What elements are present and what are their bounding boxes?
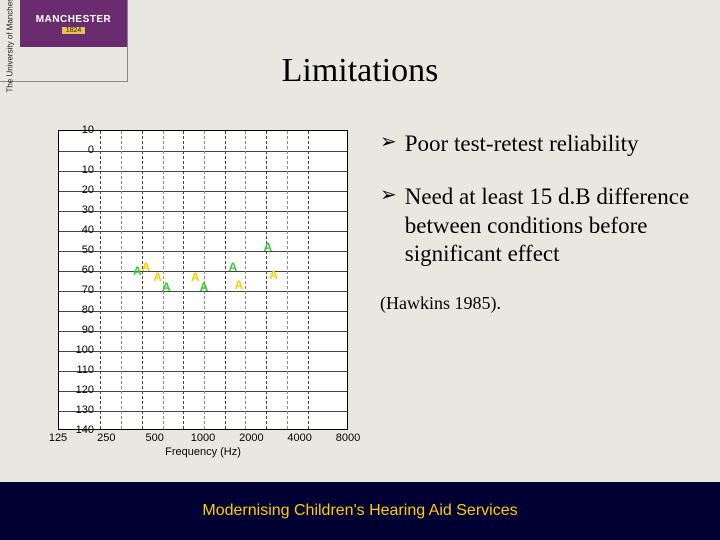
slide-title: Limitations — [0, 52, 720, 90]
grid-line-horizontal — [59, 171, 347, 172]
data-point-marker: A — [142, 260, 151, 274]
y-tick-label: 40 — [64, 224, 94, 236]
grid-line-vertical-major — [100, 131, 101, 429]
data-point-marker: A — [133, 264, 142, 278]
grid-line-vertical-major — [266, 131, 267, 429]
grid-line-horizontal — [59, 211, 347, 212]
data-point-marker: A — [191, 270, 200, 284]
grid-line-vertical-major — [225, 131, 226, 429]
grid-line-vertical-minor — [121, 131, 122, 429]
data-point-marker: A — [153, 270, 162, 284]
data-point-marker: A — [162, 280, 171, 294]
logo-year: 1824 — [62, 27, 86, 34]
x-tick-label: 125 — [49, 432, 67, 444]
y-tick-label: 20 — [64, 184, 94, 196]
x-tick-label: 1000 — [191, 432, 215, 444]
y-tick-label: 30 — [64, 204, 94, 216]
x-tick-label: 2000 — [239, 432, 263, 444]
footer-text: Modernising Children's Hearing Aid Servi… — [202, 502, 517, 520]
bullet-arrow-icon: ➢ — [380, 183, 397, 269]
data-point-marker: A — [229, 260, 238, 274]
y-tick-label: 80 — [64, 304, 94, 316]
logo-purple-block: MANCHESTER 1824 — [20, 0, 127, 47]
x-tick-label: 250 — [97, 432, 115, 444]
x-tick-label: 4000 — [287, 432, 311, 444]
y-tick-label: 60 — [64, 264, 94, 276]
y-tick-label: 10 — [64, 164, 94, 176]
data-point-marker: A — [200, 280, 209, 294]
grid-line-horizontal — [59, 231, 347, 232]
grid-line-horizontal — [59, 351, 347, 352]
grid-line-vertical-major — [142, 131, 143, 429]
bullet-row: ➢Need at least 15 d.B difference between… — [380, 183, 700, 269]
grid-line-horizontal — [59, 271, 347, 272]
data-point-marker: A — [234, 278, 243, 292]
grid-line-horizontal — [59, 411, 347, 412]
grid-line-vertical-minor — [245, 131, 246, 429]
y-tick-label: 120 — [64, 384, 94, 396]
y-tick-label: 10 — [64, 124, 94, 136]
grid-line-horizontal — [59, 191, 347, 192]
bullet-row: ➢ Poor test-retest reliability — [380, 130, 700, 159]
grid-line-horizontal — [59, 331, 347, 332]
slide: The University of Manchester MANCHESTER … — [0, 0, 720, 540]
y-tick-label: 140 — [64, 424, 94, 436]
audiogram-plot-area: AAAAAAAAAA — [58, 130, 348, 430]
grid-line-horizontal — [59, 391, 347, 392]
y-tick-label: 70 — [64, 284, 94, 296]
y-tick-label: 110 — [64, 364, 94, 376]
grid-line-horizontal — [59, 251, 347, 252]
bullet-arrow-icon: ➢ — [380, 130, 397, 159]
grid-line-vertical-major — [183, 131, 184, 429]
y-tick-label: 50 — [64, 244, 94, 256]
bullet-list: ➢Poor test-retest reliability➢Need at le… — [380, 130, 700, 314]
data-point-marker: A — [263, 240, 272, 254]
audiogram-chart: AAAAAAAAAA Frequency (Hz) 10010203040506… — [28, 130, 358, 460]
bullet-text: Need at least 15 d.B difference between … — [405, 183, 700, 269]
x-tick-label: 8000 — [336, 432, 360, 444]
footer-band: Modernising Children's Hearing Aid Servi… — [0, 482, 720, 540]
grid-line-horizontal — [59, 151, 347, 152]
y-tick-label: 100 — [64, 344, 94, 356]
logo-wordmark: MANCHESTER — [36, 14, 112, 25]
bullet-text: Poor test-retest reliability — [405, 130, 639, 159]
y-tick-label: 0 — [64, 144, 94, 156]
data-point-marker: A — [269, 268, 278, 282]
grid-line-vertical-minor — [287, 131, 288, 429]
x-axis-title: Frequency (Hz) — [58, 446, 348, 458]
citation-text: (Hawkins 1985). — [380, 293, 700, 314]
y-tick-label: 90 — [64, 324, 94, 336]
grid-line-horizontal — [59, 311, 347, 312]
x-tick-label: 500 — [145, 432, 163, 444]
y-tick-label: 130 — [64, 404, 94, 416]
grid-line-vertical-major — [308, 131, 309, 429]
grid-line-horizontal — [59, 371, 347, 372]
